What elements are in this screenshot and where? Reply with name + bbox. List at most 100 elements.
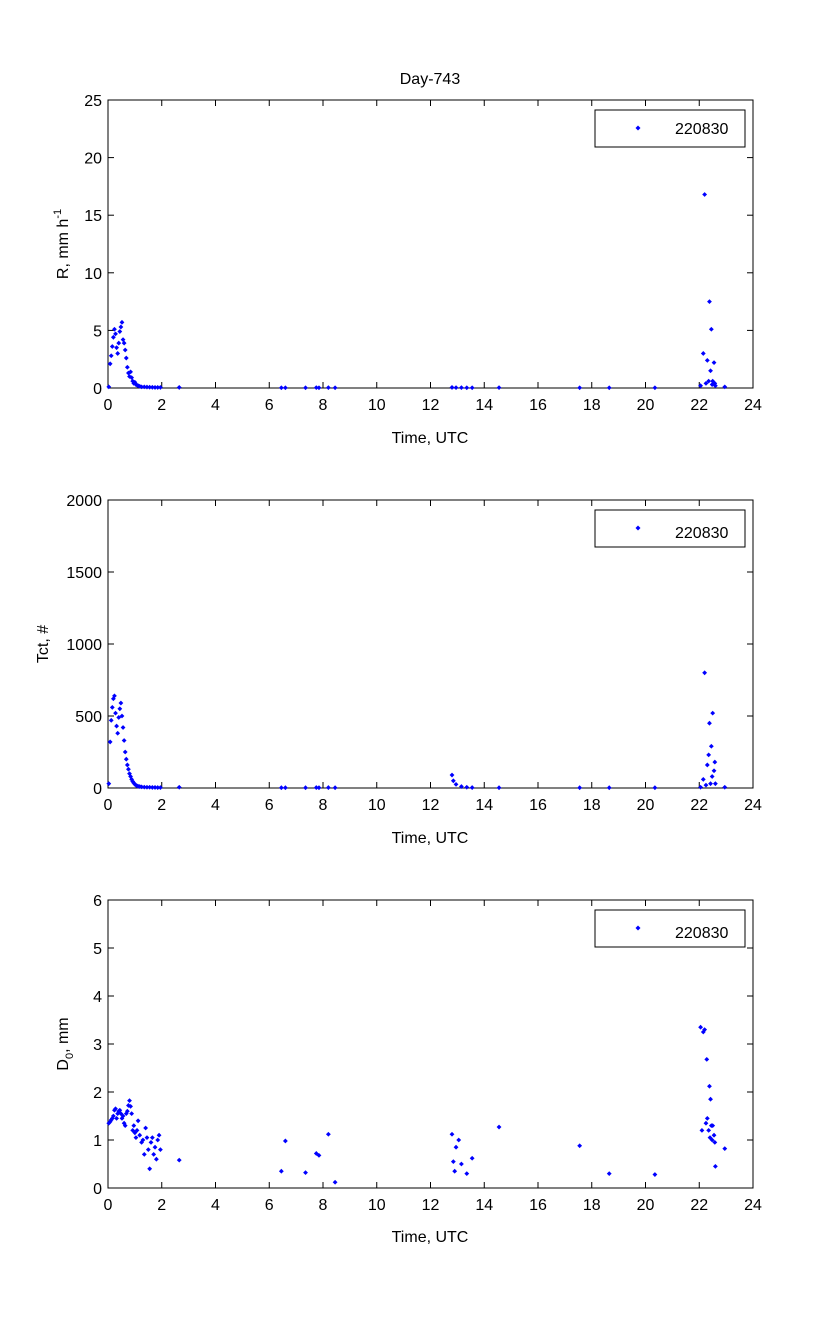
x-tick-label: 2 bbox=[157, 1197, 166, 1214]
data-point bbox=[332, 1179, 338, 1185]
x-tick-label: 4 bbox=[211, 1197, 220, 1214]
data-point bbox=[124, 1108, 130, 1114]
legend-box bbox=[594, 509, 746, 548]
data-point bbox=[145, 1147, 151, 1152]
data-point bbox=[449, 385, 455, 390]
data-point bbox=[176, 784, 182, 790]
data-point bbox=[124, 762, 130, 768]
data-point bbox=[152, 1144, 158, 1150]
data-point bbox=[722, 1146, 728, 1152]
y-tick-label: 1500 bbox=[66, 565, 102, 582]
legend-marker bbox=[635, 925, 641, 931]
y-tick-label: 25 bbox=[84, 93, 102, 110]
data-point bbox=[712, 781, 718, 787]
data-point bbox=[130, 1128, 136, 1133]
x-tick-label: 16 bbox=[529, 1197, 547, 1214]
data-point bbox=[453, 1144, 459, 1150]
data-point bbox=[108, 353, 114, 359]
x-tick-label: 20 bbox=[637, 397, 655, 414]
legend-box bbox=[594, 109, 746, 148]
data-point bbox=[133, 1135, 139, 1140]
data-point bbox=[121, 738, 127, 743]
data-point bbox=[708, 1096, 713, 1102]
data-point bbox=[707, 1135, 713, 1140]
data-point bbox=[704, 762, 710, 768]
data-point bbox=[496, 385, 502, 391]
x-tick-label: 10 bbox=[368, 397, 386, 414]
data-point bbox=[652, 785, 658, 791]
data-point bbox=[316, 785, 322, 791]
data-point bbox=[141, 784, 147, 790]
x-tick-label: 8 bbox=[319, 1197, 328, 1214]
data-point bbox=[303, 1170, 308, 1176]
y-tick-label: 6 bbox=[93, 893, 102, 910]
x-axis: 0 2 4 6 8 10 12 14 16 18 20 22 24 bbox=[104, 500, 762, 814]
y-axis-label-main: R, mm h bbox=[55, 219, 72, 279]
data-point bbox=[109, 704, 115, 710]
data-point bbox=[144, 784, 150, 790]
data-point bbox=[134, 1128, 140, 1133]
data-point bbox=[116, 340, 122, 346]
y-tick-label: 5 bbox=[93, 941, 102, 958]
data-point bbox=[106, 781, 112, 787]
data-point bbox=[113, 331, 118, 337]
x-axis: 0 2 4 6 8 10 12 14 16 18 20 22 24 bbox=[104, 100, 762, 414]
y-axis-label: R, mm h-1 bbox=[52, 209, 72, 279]
x-tick-label: 2 bbox=[157, 797, 166, 814]
data-point bbox=[153, 1156, 159, 1162]
y-tick-label: 0 bbox=[93, 781, 102, 798]
data-point bbox=[282, 1138, 288, 1144]
data-point bbox=[115, 351, 121, 356]
data-point bbox=[122, 347, 128, 353]
data-point bbox=[135, 1118, 141, 1124]
data-point bbox=[464, 784, 470, 790]
data-point bbox=[325, 385, 331, 391]
data-point bbox=[137, 1132, 143, 1138]
y-axis-label-subscript: 0 bbox=[64, 1053, 76, 1059]
y-tick-label: 4 bbox=[93, 989, 102, 1006]
x-tick-label: 18 bbox=[583, 797, 601, 814]
data-point bbox=[128, 369, 133, 375]
legend-marker bbox=[635, 125, 641, 131]
data-point bbox=[106, 1120, 112, 1126]
data-point bbox=[606, 785, 612, 791]
x-tick-label: 14 bbox=[475, 1197, 493, 1214]
data-point bbox=[706, 1128, 712, 1133]
data-point bbox=[118, 324, 124, 330]
y-axis-label: Tct, # bbox=[35, 625, 52, 663]
data-point bbox=[711, 768, 717, 774]
x-tick-label: 22 bbox=[690, 397, 708, 414]
data-point bbox=[109, 344, 115, 349]
data-point bbox=[449, 1131, 455, 1137]
data-points bbox=[106, 1024, 728, 1185]
data-point bbox=[110, 334, 116, 340]
data-point bbox=[131, 1123, 137, 1128]
data-point bbox=[710, 1123, 716, 1128]
x-tick-label: 14 bbox=[475, 397, 493, 414]
data-point bbox=[118, 700, 124, 706]
data-point bbox=[449, 772, 455, 778]
y-axis-label-suffix: , mm bbox=[55, 1017, 72, 1053]
data-point bbox=[158, 785, 163, 790]
data-point bbox=[107, 739, 113, 745]
data-point bbox=[711, 1132, 717, 1138]
data-point bbox=[316, 385, 322, 391]
data-point bbox=[144, 384, 150, 390]
data-point bbox=[496, 785, 502, 791]
data-point bbox=[459, 385, 464, 391]
data-point bbox=[703, 380, 709, 386]
data-point bbox=[114, 345, 119, 351]
data-point bbox=[152, 385, 158, 390]
data-points bbox=[106, 192, 728, 391]
data-point bbox=[709, 1137, 715, 1143]
data-point bbox=[703, 782, 709, 788]
data-point bbox=[496, 1124, 502, 1130]
legend-box bbox=[594, 909, 746, 948]
data-point bbox=[703, 1120, 709, 1126]
data-point bbox=[469, 785, 475, 790]
data-point bbox=[704, 1116, 710, 1121]
data-point bbox=[123, 1111, 129, 1116]
x-tick-label: 4 bbox=[211, 797, 220, 814]
